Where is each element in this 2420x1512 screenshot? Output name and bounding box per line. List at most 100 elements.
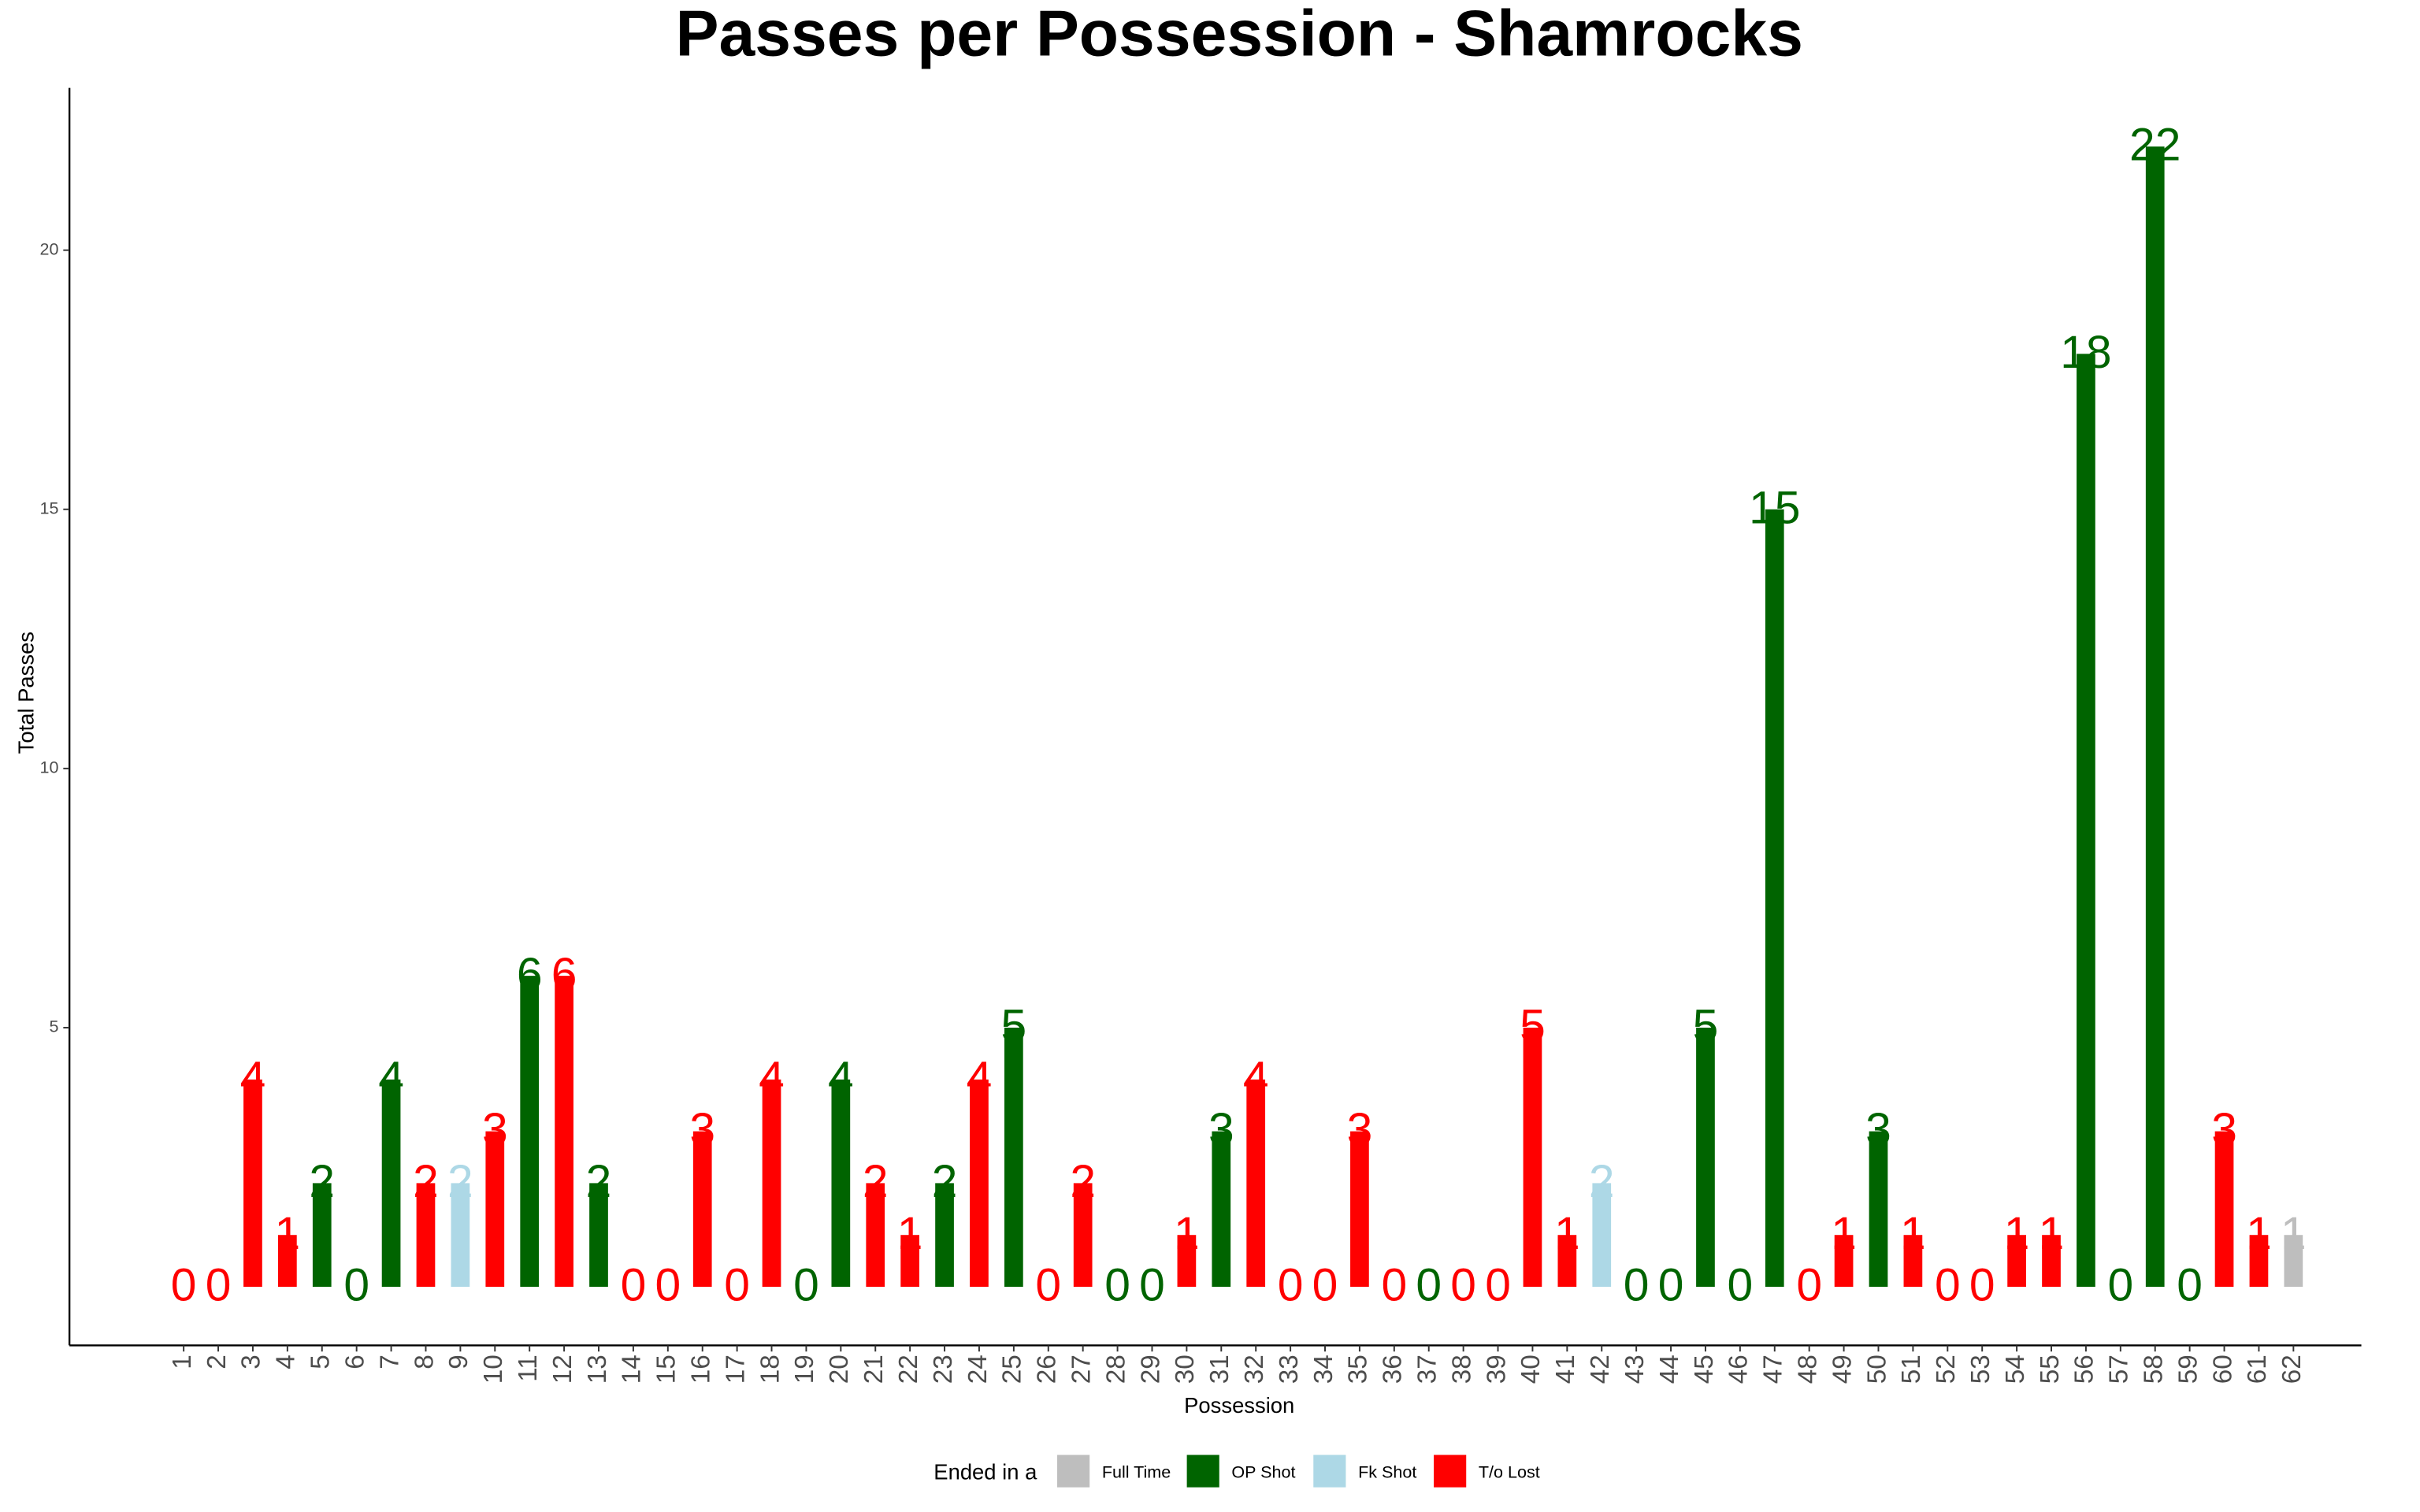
value-label: 1 (897, 1208, 923, 1259)
value-label: 0 (1935, 1260, 1961, 1311)
value-label: 3 (1208, 1104, 1234, 1155)
value-label: 0 (343, 1260, 369, 1311)
value-label: 0 (1969, 1260, 1995, 1311)
bar (762, 1079, 781, 1288)
x-tick-label: 53 (1966, 1354, 1995, 1384)
value-label: 4 (828, 1052, 854, 1103)
bar (520, 976, 540, 1288)
value-label: 0 (1035, 1260, 1061, 1311)
x-tick-label: 51 (1897, 1354, 1926, 1384)
x-tick-label: 55 (2036, 1354, 2065, 1384)
x-tick-label: 14 (618, 1354, 647, 1384)
legend-label: Fk Shot (1358, 1462, 1416, 1482)
value-label: 1 (2004, 1208, 2030, 1259)
x-tick-label: 16 (687, 1354, 716, 1384)
legend-label: Full Time (1102, 1462, 1171, 1482)
bar (935, 1183, 954, 1288)
value-label: 0 (206, 1260, 232, 1311)
value-label: 0 (171, 1260, 197, 1311)
legend-title: Ended in a (933, 1459, 1037, 1484)
value-label: 6 (551, 949, 577, 1000)
bar (243, 1079, 262, 1288)
value-label: 0 (1485, 1260, 1511, 1311)
y-tick-label: 5 (49, 1017, 58, 1036)
value-label: 1 (275, 1208, 301, 1259)
bar (2214, 1131, 2234, 1288)
value-label: 2 (413, 1156, 439, 1207)
bar (1592, 1183, 1612, 1288)
legend-swatch (1434, 1455, 1467, 1488)
bar (555, 976, 573, 1288)
y-tick-label: 15 (39, 498, 58, 517)
x-tick-label: 21 (859, 1354, 889, 1384)
value-label: 0 (2107, 1260, 2133, 1311)
value-label: 4 (1243, 1052, 1269, 1103)
bar (278, 1235, 297, 1288)
value-label: 4 (967, 1052, 993, 1103)
x-tick-label: 19 (790, 1354, 819, 1384)
x-tick-label: 31 (1205, 1354, 1234, 1384)
value-label: 0 (1658, 1260, 1684, 1311)
value-label: 0 (655, 1260, 681, 1311)
value-label: 0 (621, 1260, 647, 1311)
x-tick-label: 48 (1793, 1354, 1822, 1384)
bar (900, 1235, 920, 1288)
bar (1903, 1235, 1923, 1288)
value-label: 2 (863, 1156, 889, 1207)
bar (866, 1183, 885, 1288)
x-tick-label: 58 (2140, 1354, 2169, 1384)
value-label: 6 (517, 949, 543, 1000)
bar (312, 1183, 332, 1288)
x-tick-label: 6 (340, 1354, 369, 1369)
value-label: 2 (447, 1156, 473, 1207)
x-tick-label: 2 (202, 1354, 232, 1369)
value-label: 4 (378, 1052, 404, 1103)
value-label: 3 (2211, 1104, 2237, 1155)
value-label: 0 (2177, 1260, 2203, 1311)
value-label: 0 (1381, 1260, 1407, 1311)
value-label: 22 (2129, 120, 2181, 171)
value-label: 5 (1693, 1001, 1719, 1052)
x-tick-label: 52 (1932, 1354, 1961, 1384)
x-axis-title: Possession (1184, 1393, 1294, 1418)
value-label: 0 (1312, 1260, 1338, 1311)
x-tick-label: 46 (1724, 1354, 1754, 1384)
x-tick-label: 62 (2277, 1354, 2307, 1384)
bar (2007, 1235, 2026, 1288)
x-tick-label: 17 (721, 1354, 750, 1384)
x-tick-label: 50 (1862, 1354, 1891, 1384)
value-label: 2 (1070, 1156, 1096, 1207)
x-tick-label: 22 (894, 1354, 923, 1384)
x-tick-label: 33 (1275, 1354, 1304, 1384)
x-tick-label: 36 (1379, 1354, 1408, 1384)
x-tick-label: 29 (1136, 1354, 1165, 1384)
x-tick-label: 37 (1413, 1354, 1442, 1384)
value-label: 0 (1796, 1260, 1822, 1311)
bar (2077, 354, 2095, 1288)
value-label: 0 (1139, 1260, 1165, 1311)
x-tick-label: 61 (2243, 1354, 2272, 1384)
x-tick-label: 40 (1516, 1354, 1546, 1384)
bar (381, 1079, 401, 1288)
x-tick-label: 3 (237, 1354, 266, 1369)
value-label: 1 (1554, 1208, 1580, 1259)
x-tick-label: 49 (1828, 1354, 1857, 1384)
x-tick-label: 15 (652, 1354, 681, 1384)
value-label: 4 (759, 1052, 785, 1103)
value-label: 1 (1174, 1208, 1200, 1259)
x-tick-label: 60 (2208, 1354, 2237, 1384)
x-tick-label: 8 (410, 1354, 439, 1369)
bar (1004, 1027, 1023, 1288)
value-label: 2 (309, 1156, 335, 1207)
legend-swatch (1057, 1455, 1090, 1488)
bar (589, 1183, 608, 1288)
x-tick-label: 5 (306, 1354, 336, 1369)
bar (1212, 1131, 1231, 1288)
value-label: 1 (2246, 1208, 2272, 1259)
value-label: 0 (1450, 1260, 1476, 1311)
y-tick-label: 10 (39, 758, 58, 777)
bar (1073, 1183, 1093, 1288)
y-axis-title: Total Passes (14, 632, 39, 754)
x-tick-label: 34 (1309, 1354, 1338, 1384)
